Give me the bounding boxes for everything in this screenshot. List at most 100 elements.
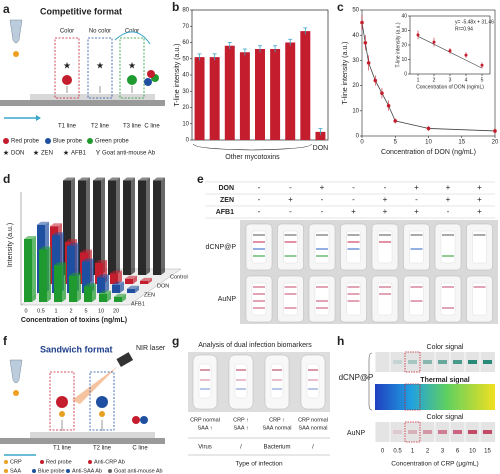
strip-window: [346, 282, 361, 316]
probe: [147, 70, 155, 78]
legend-icon: [108, 469, 112, 473]
presence-sign: +: [383, 195, 388, 204]
y-tick-label: 30: [401, 28, 407, 34]
probe: [144, 78, 152, 86]
x-tick-label: 0: [360, 140, 364, 146]
bar-top: [97, 274, 109, 278]
strip-window: [270, 363, 284, 399]
point: [380, 91, 384, 95]
crp-status: CRP ↑: [233, 417, 249, 423]
line-label: C line: [132, 446, 148, 452]
y-tick-label: 40: [352, 33, 359, 39]
diagram-title: Sandwich format: [40, 344, 113, 354]
x-tick-label: 10: [425, 140, 432, 146]
y-tick-label: 80: [182, 8, 189, 14]
y-tick-label: 20: [182, 105, 189, 111]
panel-label: g: [172, 334, 179, 348]
color-line: [468, 360, 477, 364]
bar: [114, 296, 122, 302]
legend-probe: [45, 138, 51, 144]
detection-zone: [87, 37, 113, 99]
color-line: [408, 360, 417, 364]
y-tick-label: 10: [182, 121, 189, 127]
bar-top: [50, 223, 62, 227]
presence-sign: +: [288, 195, 293, 204]
bar: [285, 42, 296, 140]
bar: [95, 263, 103, 284]
color-line: [438, 430, 447, 434]
analyte-label: ZEN: [220, 197, 234, 204]
bar: [108, 180, 116, 275]
bar-side: [135, 285, 139, 293]
x-tick-label: 0: [381, 449, 385, 455]
point: [480, 63, 484, 67]
crp-status: CRP normal: [190, 417, 220, 423]
probe: [140, 416, 148, 424]
bar-top: [114, 293, 126, 297]
legend-label: Goat anti-mouse Ab: [114, 468, 163, 474]
legend-icon: [4, 460, 8, 464]
panel-title: Analysis of dual infection biomarkers: [198, 342, 312, 349]
y-tick-label: 20: [352, 83, 359, 89]
y-tick-label: 50: [352, 8, 359, 14]
legend-icon: [4, 469, 8, 473]
line-label: C line: [144, 124, 160, 130]
legend-star: ★: [33, 149, 39, 157]
x-tick-label: 1: [411, 449, 415, 455]
point: [360, 20, 364, 25]
flow-arc: [114, 31, 151, 45]
x-tick-label: 15: [458, 140, 465, 146]
bar-side: [161, 177, 165, 275]
bar: [255, 49, 265, 140]
x-axis-label: Concentration of DON (ng/mL): [381, 149, 476, 156]
crp-status: CRP normal: [298, 417, 328, 423]
bracket: [193, 143, 312, 151]
bar: [315, 131, 326, 140]
bar: [209, 57, 220, 140]
probe: [127, 75, 137, 85]
laser-label: NIR laser: [136, 345, 166, 352]
bar-top: [69, 272, 81, 276]
probe: [96, 396, 108, 408]
bar: [270, 49, 281, 140]
bar-top: [112, 281, 124, 285]
point: [366, 61, 371, 65]
legend-icon: [32, 469, 36, 473]
presence-sign: +: [446, 183, 451, 192]
bar-top: [80, 249, 92, 253]
line-label: T3 line: [123, 124, 142, 130]
bar-side: [118, 270, 122, 284]
bar: [24, 239, 32, 302]
droplet: [13, 390, 19, 396]
infection-type: Virus: [198, 445, 212, 451]
legend-star: ★: [3, 149, 9, 157]
x-tick-label: 3: [449, 77, 452, 83]
presence-sign: -: [258, 195, 261, 204]
bar-top: [95, 260, 107, 263]
strip-window: [346, 230, 361, 264]
bar-top: [108, 177, 120, 181]
bar: [63, 180, 71, 275]
bar-side: [62, 262, 66, 302]
x-tick-label: 5: [84, 308, 87, 314]
x-axis-label: Concentration of CRP (μg/mL): [391, 461, 478, 468]
strip-window: [409, 282, 424, 316]
bar: [125, 278, 133, 284]
presence-sign: -: [289, 183, 292, 192]
flow-arrow-head: [36, 115, 41, 121]
line-label: T2 line: [91, 124, 110, 130]
presence-sign: +: [446, 195, 451, 204]
probe: [62, 75, 72, 85]
legend-label: SAA: [10, 468, 21, 474]
legend-probe: [3, 138, 9, 144]
membrane: [30, 432, 155, 438]
annotation: Other mycotoxins: [225, 154, 280, 161]
bar-top: [39, 246, 51, 250]
panel-label: e: [197, 172, 204, 186]
color-line: [408, 430, 417, 434]
y-tick-label: 10: [352, 108, 359, 114]
legend-icon: [66, 469, 70, 473]
legend-label: Blue probe: [38, 468, 65, 474]
detection-zone: [119, 37, 145, 99]
bar-side: [122, 293, 126, 302]
